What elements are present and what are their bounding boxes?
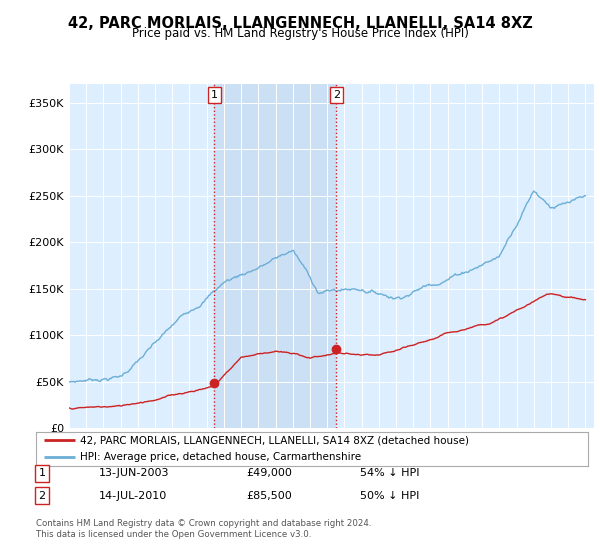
Text: HPI: Average price, detached house, Carmarthenshire: HPI: Average price, detached house, Carm… (80, 452, 361, 462)
Text: £85,500: £85,500 (246, 491, 292, 501)
Text: Contains HM Land Registry data © Crown copyright and database right 2024.
This d: Contains HM Land Registry data © Crown c… (36, 519, 371, 539)
Text: 14-JUL-2010: 14-JUL-2010 (99, 491, 167, 501)
Text: 50% ↓ HPI: 50% ↓ HPI (360, 491, 419, 501)
Text: £49,000: £49,000 (246, 468, 292, 478)
Text: 54% ↓ HPI: 54% ↓ HPI (360, 468, 419, 478)
Text: Price paid vs. HM Land Registry's House Price Index (HPI): Price paid vs. HM Land Registry's House … (131, 27, 469, 40)
Text: 42, PARC MORLAIS, LLANGENNECH, LLANELLI, SA14 8XZ: 42, PARC MORLAIS, LLANGENNECH, LLANELLI,… (68, 16, 532, 31)
Text: 13-JUN-2003: 13-JUN-2003 (99, 468, 170, 478)
Text: 1: 1 (211, 90, 218, 100)
Bar (214, 84, 337, 428)
Text: 2: 2 (38, 491, 46, 501)
Text: 42, PARC MORLAIS, LLANGENNECH, LLANELLI, SA14 8XZ (detached house): 42, PARC MORLAIS, LLANGENNECH, LLANELLI,… (80, 436, 469, 445)
Text: 2: 2 (333, 90, 340, 100)
Text: 1: 1 (38, 468, 46, 478)
